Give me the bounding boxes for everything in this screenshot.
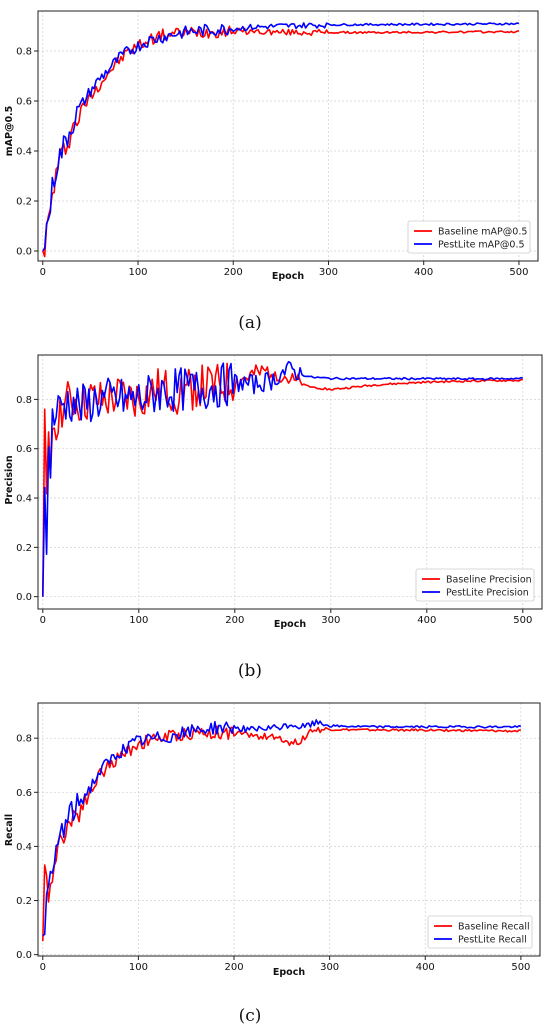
plot-frame	[37, 354, 543, 610]
x-tick-label: 0	[40, 267, 46, 278]
plot-frame	[37, 702, 541, 957]
legend-entry: PestLite mAP@0.5	[438, 240, 525, 251]
x-tick-label: 500	[513, 615, 532, 626]
y-tick-label: 0.6	[16, 444, 32, 455]
legend-box	[415, 568, 535, 602]
chart-panel-a: 0 100 200 300 400 500 0.0 0.2 0.4 0.6 0.8 Epoch mAP@…	[4, 10, 539, 333]
y-tick-label: 0.2	[16, 896, 32, 907]
panel-caption: (a)	[238, 313, 261, 333]
y-tick-label: 0.0	[16, 247, 32, 258]
x-tick-label: 100	[129, 962, 148, 973]
series-line-pestlite	[42, 719, 522, 937]
x-tick-label: 200	[224, 962, 243, 973]
y-tick-label: 0.0	[16, 950, 32, 961]
x-tick-label: 400	[417, 615, 436, 626]
legend-box	[407, 220, 531, 254]
series-line-pestlite	[42, 360, 523, 597]
y-axis-label: Recall	[4, 814, 15, 846]
x-tick-label: 300	[319, 267, 338, 278]
y-tick-label: 0.2	[16, 543, 32, 554]
x-tick-label: 300	[321, 615, 340, 626]
y-tick-label: 0.6	[16, 788, 32, 799]
y-tick-label: 0.4	[16, 842, 32, 853]
y-tick-label: 0.0	[16, 592, 32, 603]
series-line-baseline	[42, 25, 520, 258]
x-tick-label: 0	[40, 615, 46, 626]
legend-box	[427, 915, 533, 949]
y-tick-label: 0.4	[16, 147, 32, 158]
chart-panel-c: 0 100 200 300 400 500 0.0 0.2 0.4 0.6 0.8 Epoch Reca…	[4, 702, 541, 1026]
x-tick-label: 200	[224, 267, 243, 278]
series-line-baseline	[42, 362, 523, 597]
legend-entry: PestLite Recall	[458, 935, 527, 946]
x-tick-label: 200	[225, 615, 244, 626]
series-line-pestlite	[42, 22, 520, 252]
y-tick-label: 0.8	[16, 47, 32, 58]
y-axis-label: mAP@0.5	[4, 106, 15, 157]
legend-entry: PestLite Precision	[446, 588, 529, 599]
x-tick-label: 400	[416, 962, 435, 973]
x-tick-label: 100	[129, 615, 148, 626]
x-axis-label: Epoch	[273, 967, 305, 978]
y-tick-label: 0.8	[16, 734, 32, 745]
legend-entry: Baseline Precision	[446, 575, 532, 586]
x-tick-label: 0	[40, 962, 46, 973]
y-tick-label: 0.8	[16, 395, 32, 406]
x-tick-label: 100	[128, 267, 147, 278]
panel-caption: (b)	[238, 661, 262, 681]
x-tick-label: 300	[320, 962, 339, 973]
x-axis-label: Epoch	[274, 619, 306, 630]
legend-entry: Baseline Recall	[458, 922, 530, 933]
y-axis-label: Precision	[4, 455, 15, 504]
x-axis-label: Epoch	[272, 271, 304, 282]
y-tick-label: 0.4	[16, 494, 32, 505]
legend-entry: Baseline mAP@0.5	[438, 227, 527, 238]
y-tick-label: 0.2	[16, 197, 32, 208]
x-tick-label: 400	[414, 267, 433, 278]
plot-frame	[37, 10, 539, 262]
panel-caption: (c)	[239, 1006, 262, 1026]
x-tick-label: 500	[509, 267, 528, 278]
x-tick-label: 500	[511, 962, 530, 973]
y-tick-label: 0.6	[16, 97, 32, 108]
chart-panel-b: 0 100 200 300 400 500 0.0 0.2 0.4 0.6 0.8 Epoch Prec…	[4, 354, 543, 681]
